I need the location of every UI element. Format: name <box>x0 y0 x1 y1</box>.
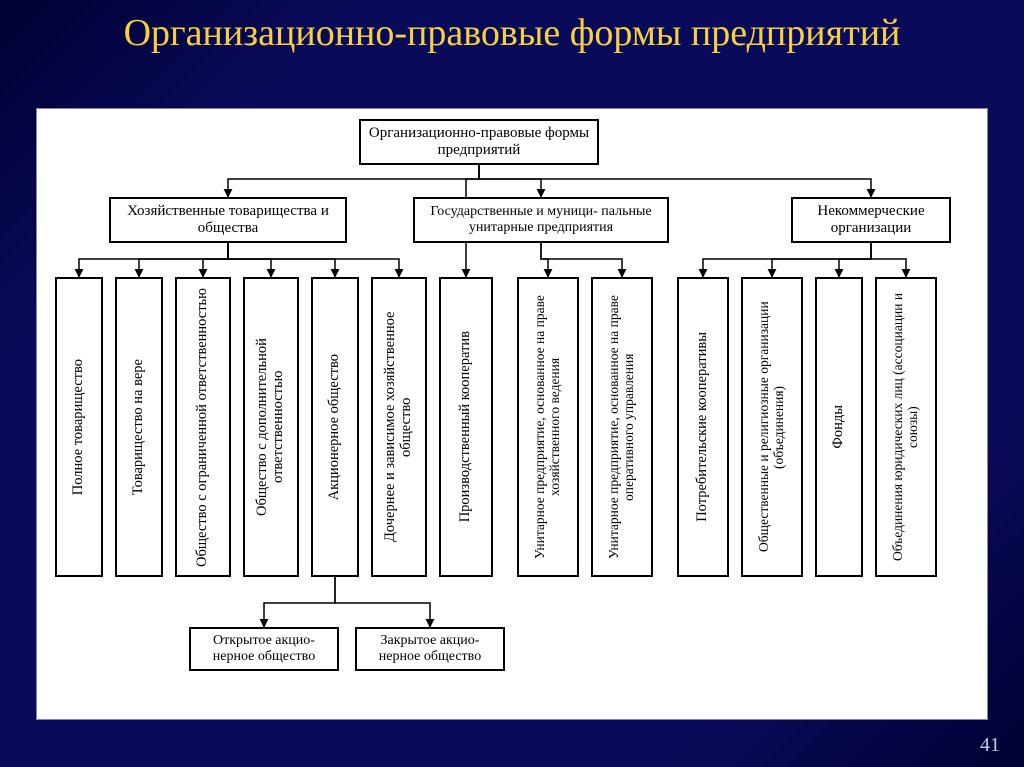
node-label: Полное товарищество <box>71 355 87 499</box>
node-leaf4: Общество с дополнительной ответственност… <box>243 277 299 577</box>
node-label: Акционерное общество <box>327 350 343 504</box>
node-leaf2: Товарищество на вере <box>115 277 163 577</box>
node-label: Потребительские кооперативы <box>695 328 711 526</box>
node-leaf1: Полное товарищество <box>55 277 103 577</box>
node-mid1: Хозяйственные товарищества и общества <box>109 197 347 243</box>
node-leaf7: Производственный кооператив <box>439 277 493 577</box>
node-label: Унитарное предприятие, основанное на пра… <box>533 279 563 575</box>
node-sub2: Закрытое акцио- нерное общество <box>355 627 505 671</box>
node-leaf3: Общество с ограниченной ответственностью <box>175 277 231 577</box>
node-label: Фонды <box>831 401 847 453</box>
node-leaf10: Потребительские кооперативы <box>677 277 729 577</box>
slide-title: Организационно-правовые формы предприяти… <box>0 0 1024 56</box>
node-label: Общество с ограниченной ответственностью <box>195 284 211 571</box>
node-leaf9: Унитарное предприятие, основанное на пра… <box>591 277 653 577</box>
node-mid3: Некоммерческие организации <box>791 197 951 243</box>
page-number: 41 <box>980 734 1000 757</box>
node-label: Государственные и муници- пальные унитар… <box>417 204 665 236</box>
node-label: Некоммерческие организации <box>795 203 947 238</box>
node-label: Хозяйственные товарищества и общества <box>113 203 343 238</box>
node-leaf12: Фонды <box>815 277 863 577</box>
node-label: Товарищество на вере <box>131 355 147 499</box>
node-label: Объединения юридических лиц (ассоциации … <box>891 279 921 575</box>
node-root: Организационно-правовые формы предприяти… <box>359 119 599 165</box>
node-label: Закрытое акцио- нерное общество <box>359 633 501 665</box>
node-label: Открытое акцио- нерное общество <box>193 633 335 665</box>
node-leaf13: Объединения юридических лиц (ассоциации … <box>875 277 937 577</box>
node-sub1: Открытое акцио- нерное общество <box>189 627 339 671</box>
node-mid2: Государственные и муници- пальные унитар… <box>413 197 669 243</box>
node-label: Унитарное предприятие, основанное на пра… <box>607 279 637 575</box>
node-leaf8: Унитарное предприятие, основанное на пра… <box>517 277 579 577</box>
node-leaf6: Дочернее и зависимое хозяйственное общес… <box>371 277 427 577</box>
node-label: Общественные и религиозные организации (… <box>757 279 787 575</box>
node-label: Дочернее и зависимое хозяйственное общес… <box>383 279 415 575</box>
node-leaf11: Общественные и религиозные организации (… <box>741 277 803 577</box>
node-label: Организационно-правовые формы предприяти… <box>363 125 595 160</box>
org-chart-diagram: Организационно-правовые формы предприяти… <box>36 108 988 720</box>
node-label: Общество с дополнительной ответственност… <box>255 279 287 575</box>
node-leaf5: Акционерное общество <box>311 277 359 577</box>
node-label: Производственный кооператив <box>458 327 474 526</box>
